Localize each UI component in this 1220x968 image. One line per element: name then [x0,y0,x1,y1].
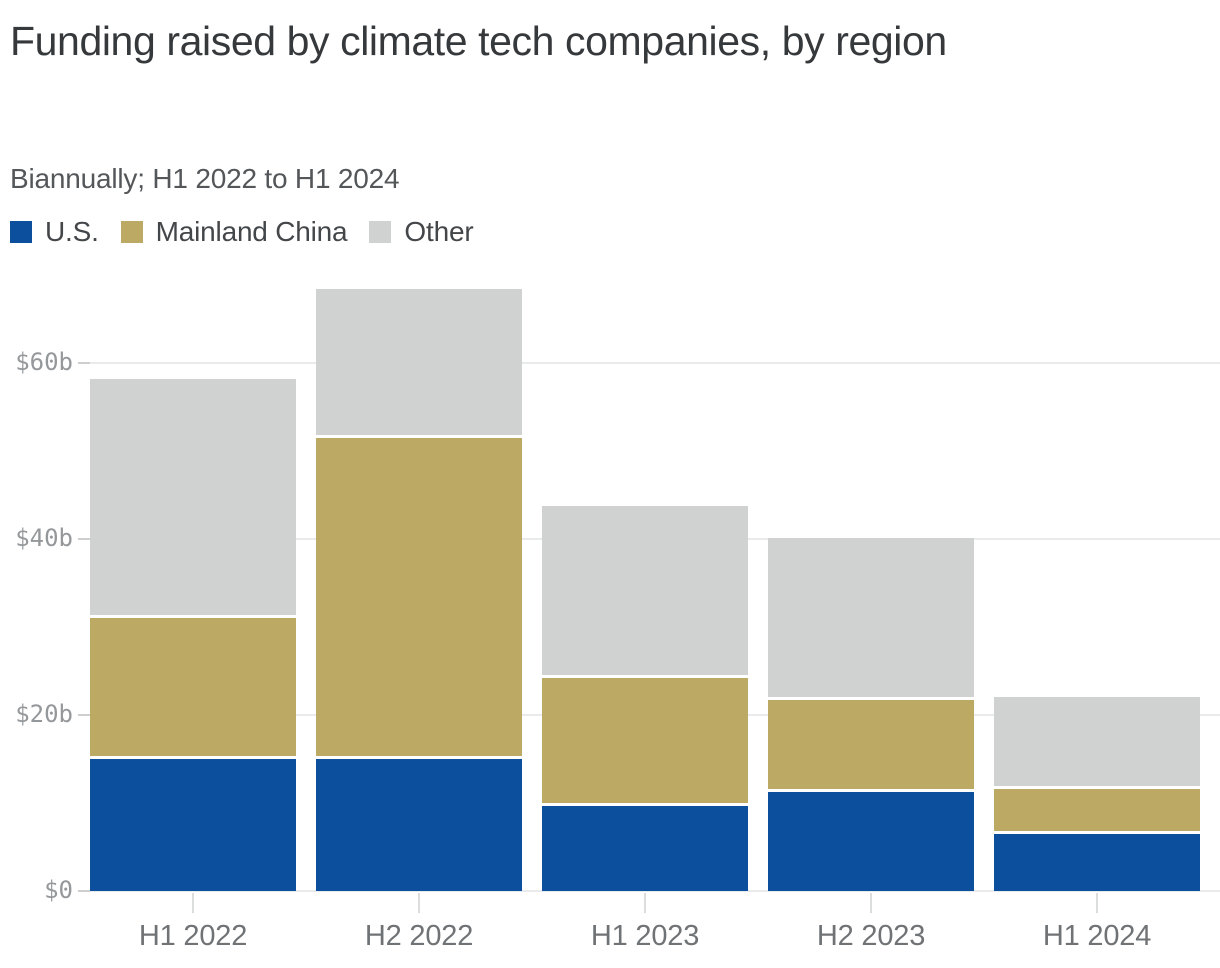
bar-h2-2023 [768,538,974,891]
bar-segment-mainland-china [768,700,974,792]
x-tick-label: H1 2023 [590,920,700,952]
bar-segment-other [90,378,296,619]
y-tick-label: $20b [15,700,73,728]
bar-segment-u-s [768,791,974,891]
bar-segment-mainland-china [994,788,1200,834]
y-axis-tick [78,714,90,716]
x-axis-tick [192,893,194,913]
bar-segment-u-s [90,759,296,891]
y-tick-label: $0 [44,876,73,904]
chart-subtitle: Biannually; H1 2022 to H1 2024 [10,163,400,194]
gridline-60b [78,362,1220,364]
gridline-0b [78,890,1220,892]
bar-h1-2022 [90,378,296,891]
bar-segment-u-s [542,805,748,891]
x-tick-label: H1 2022 [138,920,248,952]
x-tick-label: H1 2024 [1042,920,1152,952]
legend-item-mainland-china: Mainland China [120,216,348,248]
bar-segment-other [994,696,1200,789]
y-axis-tick [78,890,90,892]
bar-h2-2022 [316,289,522,891]
bar-segment-u-s [316,759,522,891]
legend-label-us: U.S. [45,216,99,247]
x-tick-label: H2 2022 [364,920,474,952]
bar-segment-u-s [994,833,1200,891]
bar-segment-mainland-china [542,678,748,806]
bar-segment-other [316,289,522,438]
legend-item-us: U.S. [10,216,99,248]
legend-swatch-mainland-china [120,221,143,243]
legend-label-mainland-china: Mainland China [155,216,348,247]
y-tick-label: $60b [15,348,73,376]
x-axis-tick [644,893,646,913]
x-axis-tick [418,893,420,913]
y-tick-label: $40b [15,524,73,552]
x-axis-tick [1096,893,1098,913]
legend-swatch-us [10,221,32,243]
bar-h1-2024 [994,696,1200,891]
legend-label-other: Other [404,216,474,247]
y-axis-tick [78,538,90,540]
legend: U.S. Mainland China Other [10,216,474,248]
bar-segment-other [768,538,974,701]
bar-segment-mainland-china [316,437,522,759]
y-axis-tick [78,362,90,364]
bar-segment-mainland-china [90,618,296,759]
x-axis-tick [870,893,872,913]
page-title: Funding raised by climate tech companies… [10,18,947,64]
bar-segment-other [542,505,748,679]
legend-item-other: Other [369,216,474,248]
x-tick-label: H2 2023 [816,920,926,952]
bar-h1-2023 [542,505,748,891]
legend-swatch-other [369,221,392,243]
